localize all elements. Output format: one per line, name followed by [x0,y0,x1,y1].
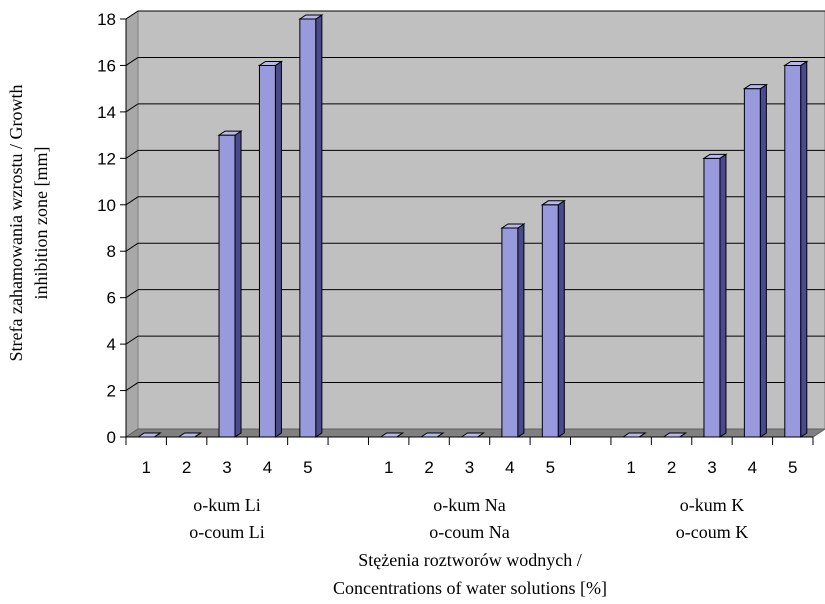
x-tick-label: 4 [505,458,514,477]
bar-top [419,432,445,438]
bar-top [742,84,769,90]
y-tick-label: 2 [107,382,116,401]
group-label: o-kum Na [433,495,505,515]
bar-top [540,200,566,206]
x-tick-label: 1 [141,458,150,477]
bar-top [702,153,728,159]
y-tick-label: 12 [97,149,116,168]
side-wall [125,10,139,438]
x-tick-label: 5 [546,458,555,477]
y-tick-label: 6 [107,289,116,308]
bar [541,204,559,438]
bar-top [661,432,688,438]
group-label: o-coum K [676,522,748,542]
x-tick-label: 3 [222,458,231,477]
x-tick-label: 3 [707,458,716,477]
x-tick-label: 2 [182,458,191,477]
y-tick-label: 4 [107,335,116,354]
bar-top [500,223,526,229]
gridline-diagonal [125,196,139,206]
x-tick-label: 1 [626,458,635,477]
bar-side [274,60,282,438]
group-label: o-kum K [680,495,745,515]
bar-side [800,60,808,438]
bar-top [176,432,203,438]
y-tick-label: 18 [97,10,116,29]
bar-side [234,130,242,438]
y-tick-label: 10 [97,196,116,215]
bar-side [517,223,525,438]
gridline-diagonal [125,57,139,66]
group-label: o-coum Na [429,522,509,542]
x-tick-label: 5 [788,458,797,477]
y-tick-label: 8 [107,242,116,261]
bar [743,88,761,438]
bar-top [783,60,809,66]
gridline-diagonal [125,382,139,391]
x-tick-label: 5 [303,458,312,477]
gridline-diagonal [125,10,139,20]
x-tick-label: 4 [263,458,272,477]
gridline-diagonal [125,103,139,113]
bar-side [557,199,565,438]
bar-top [459,432,486,438]
y-tick-label: 16 [97,56,116,75]
bars [136,14,809,438]
bar-top [136,432,162,438]
bar-top [298,14,324,20]
x-tick-label: 4 [748,458,757,477]
y-axis-title-line-1: Strefa zahamowania wzrostu / Growth [6,85,26,362]
y-tick-label: 14 [97,103,116,122]
y-tick-label: 0 [107,428,116,447]
bar-top [217,130,243,136]
gridline-diagonal [125,335,139,345]
group-label: o-coum Li [189,522,264,542]
bar [784,64,802,438]
bar-side [315,14,323,438]
x-tick-label: 2 [424,458,433,477]
x-tick-label: 2 [667,458,676,477]
x-tick-label: 1 [384,458,393,477]
y-axis-title-line-2: inhibition zone [mm] [31,147,51,300]
bar [501,227,519,438]
bar-side [759,83,767,438]
bar-side [719,153,727,438]
bar-top [257,60,284,66]
gridline-diagonal [125,242,139,252]
bar-top [379,432,405,438]
x-tick-label: 3 [465,458,474,477]
bar [299,18,317,438]
bar [258,64,276,438]
gridline-diagonal [125,149,139,159]
group-label: o-kum Li [193,495,261,515]
x-axis-title-line-1: Stężenia roztworów wodnych / [358,550,581,570]
x-axis-title-line-2: Concentrations of water solutions [%] [333,578,607,598]
bar [218,134,236,438]
bar [703,157,721,438]
bar-top [621,432,647,438]
gridline-diagonal [125,289,139,299]
